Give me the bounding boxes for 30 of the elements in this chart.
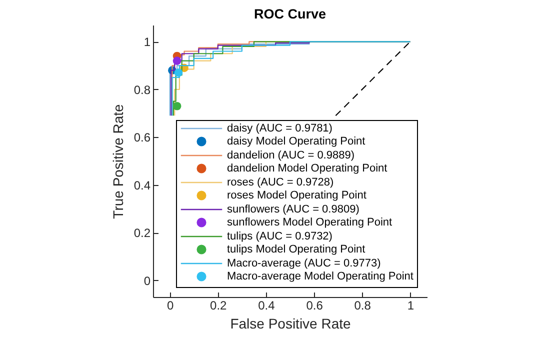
legend-label: tulips Model Operating Point [227, 244, 366, 256]
x-tick-label: 0.8 [354, 298, 372, 312]
legend-label: Macro-average Model Operating Point [227, 270, 414, 282]
y-tick-label: 0 [144, 274, 151, 288]
legend-label: roses (AUC = 0.9728) [227, 176, 334, 188]
y-tick-label: 0.4 [134, 178, 151, 192]
y-tick-label: 1 [144, 35, 151, 50]
point [172, 102, 182, 110]
legend-label: dandelion (AUC = 0.9889) [227, 150, 354, 162]
legend-label: roses Model Operating Point [227, 190, 366, 202]
x-tick-label: 0 [166, 298, 174, 312]
point [174, 68, 183, 77]
legend-label: daisy Model Operating Point [227, 136, 366, 148]
legend-label: dandelion Model Operating Point [227, 162, 388, 174]
y-axis-title: True Positive Rate [110, 104, 126, 219]
x-tick-label: 0.4 [258, 298, 276, 312]
y-tick-label: 0.8 [134, 82, 151, 97]
x-tick-label: 0.2 [210, 298, 228, 312]
chart-title: ROC Curve [254, 6, 326, 22]
x-tick-label: 1 [407, 298, 414, 312]
legend-label: daisy (AUC = 0.9781) [227, 122, 332, 134]
y-tick-label: 0.6 [134, 130, 151, 145]
y-tick-label: 0.2 [134, 226, 151, 240]
x-axis-title: False Positive Rate [230, 316, 352, 332]
legend-label: sunflowers Model Operating Point [227, 216, 392, 228]
legend-label: sunflowers (AUC = 0.9809) [227, 204, 360, 216]
legend-label: tulips (AUC = 0.9732) [227, 230, 332, 242]
legend-label: Macro-average (AUC = 0.9773) [227, 258, 381, 270]
x-tick-label: 0.6 [306, 298, 324, 312]
point [172, 56, 182, 65]
